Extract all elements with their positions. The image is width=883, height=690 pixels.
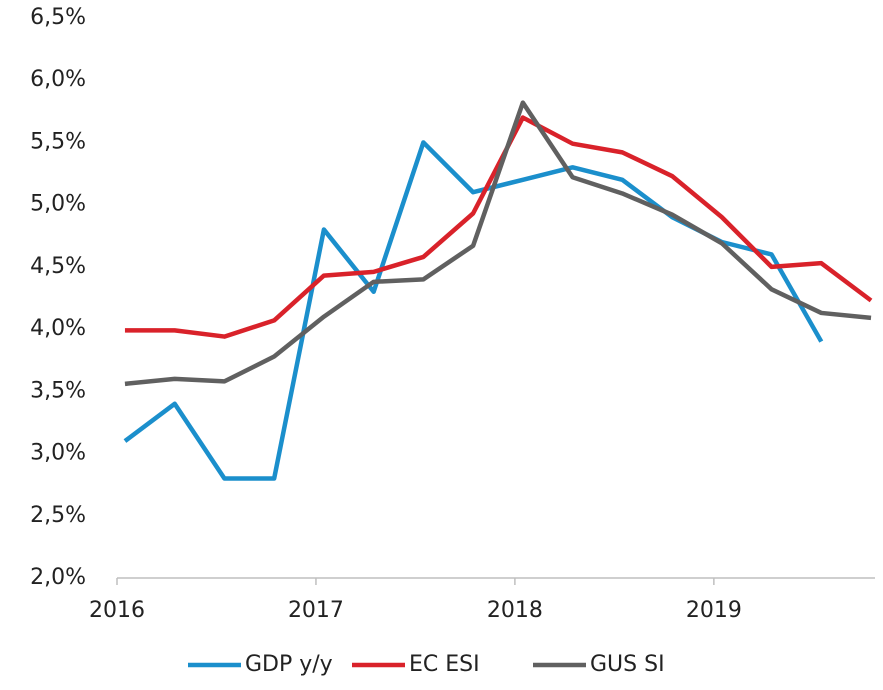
y-tick-label: 4,5%	[30, 254, 86, 279]
series-line	[124, 100, 872, 387]
y-tick-label: 2,0%	[30, 565, 86, 590]
y-tick-label: 3,5%	[30, 378, 86, 403]
x-tick-label: 2016	[89, 598, 145, 623]
x-tick-label: 2019	[686, 598, 742, 623]
legend-label: GUS SI	[590, 652, 665, 677]
y-tick-label: 3,0%	[30, 441, 86, 466]
y-tick-label: 5,5%	[30, 129, 86, 154]
series-line	[123, 140, 824, 481]
y-tick-label: 2,5%	[30, 503, 86, 528]
y-tick-label: 6,5%	[30, 5, 86, 30]
y-tick-label: 6,0%	[30, 67, 86, 92]
legend-label: GDP y/y	[245, 652, 333, 677]
x-tick-label: 2018	[487, 598, 543, 623]
legend-label: EC ESI	[409, 652, 480, 677]
y-tick-label: 4,0%	[30, 316, 86, 341]
x-tick-label: 2017	[288, 598, 344, 623]
series-line	[124, 115, 873, 339]
y-tick-label: 5,0%	[30, 192, 86, 217]
